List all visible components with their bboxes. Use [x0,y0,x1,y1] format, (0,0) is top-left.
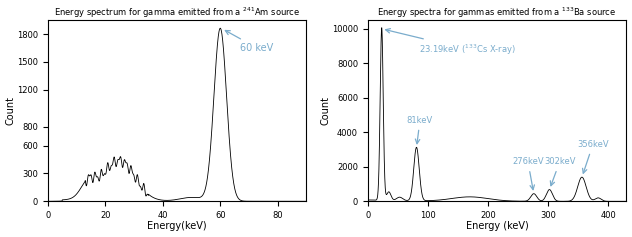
Title: Energy spectra for gammas emitted from a $^{133}$Ba source: Energy spectra for gammas emitted from a… [377,5,617,20]
Text: 60 keV: 60 keV [226,31,274,53]
X-axis label: Energy (keV): Energy (keV) [466,221,528,232]
Y-axis label: Count: Count [320,96,331,125]
Text: 276keV: 276keV [512,157,544,190]
Text: 302keV: 302keV [544,157,576,186]
Text: 356keV: 356keV [577,140,609,173]
Text: 23.19keV ($^{133}$Cs X-ray): 23.19keV ($^{133}$Cs X-ray) [386,29,516,57]
X-axis label: Energy(keV): Energy(keV) [147,221,207,232]
Text: 81keV: 81keV [407,116,433,144]
Title: Energy spectrum for gamma emitted from a $^{241}$Am source: Energy spectrum for gamma emitted from a… [54,5,300,20]
Y-axis label: Count: Count [6,96,16,125]
